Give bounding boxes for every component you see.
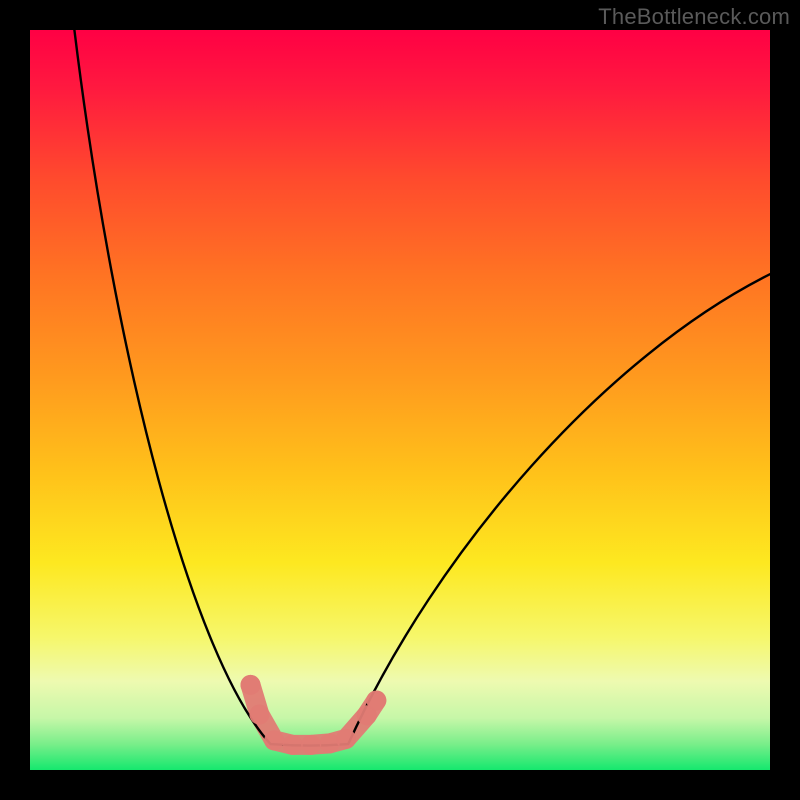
marker-dot [366,690,386,710]
marker-dot [264,730,284,750]
plot-area [30,30,770,770]
gradient-background [30,30,770,770]
marker-dot [283,735,303,755]
marker-dot [241,675,261,695]
marker-dot [336,729,356,749]
marker-dot [301,735,321,755]
plot-svg [30,30,770,770]
watermark-text: TheBottleneck.com [598,4,790,30]
marker-dot [249,705,269,725]
chart-frame: TheBottleneck.com [0,0,800,800]
